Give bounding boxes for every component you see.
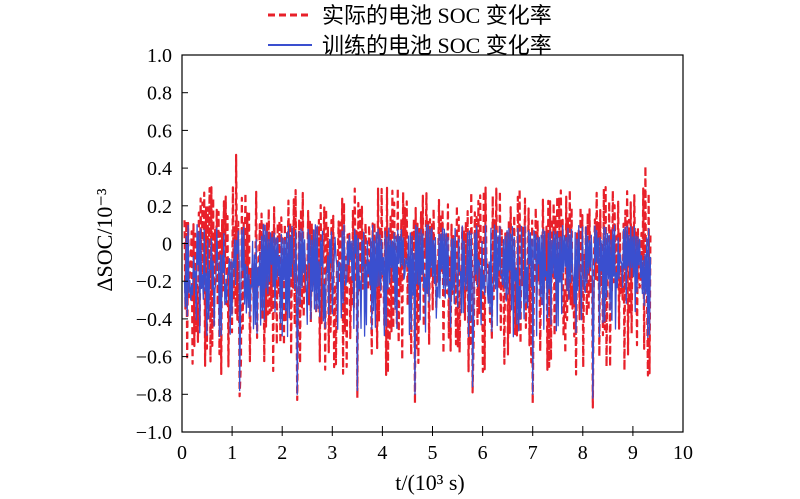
y-tick-label: −0.6 <box>136 347 172 369</box>
axes-group: 0 1 2 3 4 5 6 7 8 9 10 −1.0 −0.8 −0.6 −0.4 −0.2 0 0.2 0.4 0… <box>136 45 693 464</box>
x-tick-label: 9 <box>628 442 638 464</box>
y-tick-label: 1.0 <box>147 45 172 67</box>
y-tick-label: 0 <box>162 234 172 256</box>
x-tick-label: 5 <box>428 442 438 464</box>
y-tick-label: −1.0 <box>136 422 172 444</box>
x-tick-label: 2 <box>277 442 287 464</box>
x-tick-label: 1 <box>227 442 237 464</box>
x-tick-label: 7 <box>528 442 538 464</box>
legend-label-actual: 实际的电池 SOC 变化率 <box>322 3 552 28</box>
y-tick-label: 0.6 <box>147 120 172 142</box>
x-axis-label: t/(10³ s) <box>395 470 465 495</box>
y-tick-label: −0.4 <box>136 309 172 331</box>
y-tick-label: 0.4 <box>147 158 172 180</box>
x-tick-label: 3 <box>327 442 337 464</box>
x-tick-label: 0 <box>177 442 187 464</box>
y-axis-label: ΔSOC/10⁻³ <box>92 188 117 292</box>
plot-series-group <box>183 153 652 409</box>
y-tick-label: −0.2 <box>136 271 172 293</box>
x-tick-label: 6 <box>478 442 488 464</box>
y-tick-label: −0.8 <box>136 384 172 406</box>
x-tick-label: 10 <box>673 442 693 464</box>
y-tick-label: 0.2 <box>147 196 172 218</box>
legend: 实际的电池 SOC 变化率 训练的电池 SOC 变化率 <box>268 3 552 58</box>
x-tick-label: 4 <box>377 442 387 464</box>
series-line-trained <box>183 224 652 399</box>
y-tick-label: 0.8 <box>147 83 172 105</box>
legend-label-trained: 训练的电池 SOC 变化率 <box>322 33 552 58</box>
x-tick-label: 8 <box>578 442 588 464</box>
